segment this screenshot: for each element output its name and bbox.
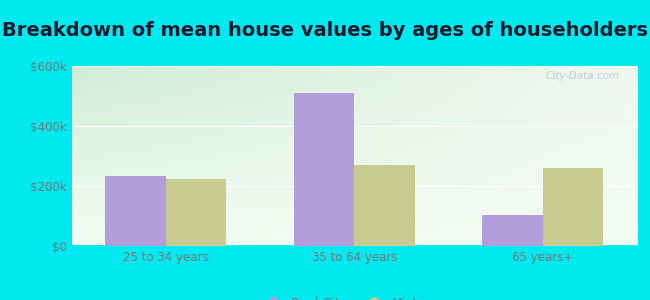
Bar [105,176,166,246]
Text: Breakdown of mean house values by ages of householders: Breakdown of mean house values by ages o… [2,21,648,40]
Bar [354,165,415,246]
Bar [543,168,603,246]
Bar [166,178,226,246]
Text: City-Data.com: City-Data.com [546,71,620,81]
Bar [482,214,543,246]
Legend: Beal City, Michigan: Beal City, Michigan [255,292,453,300]
Bar [294,93,354,246]
